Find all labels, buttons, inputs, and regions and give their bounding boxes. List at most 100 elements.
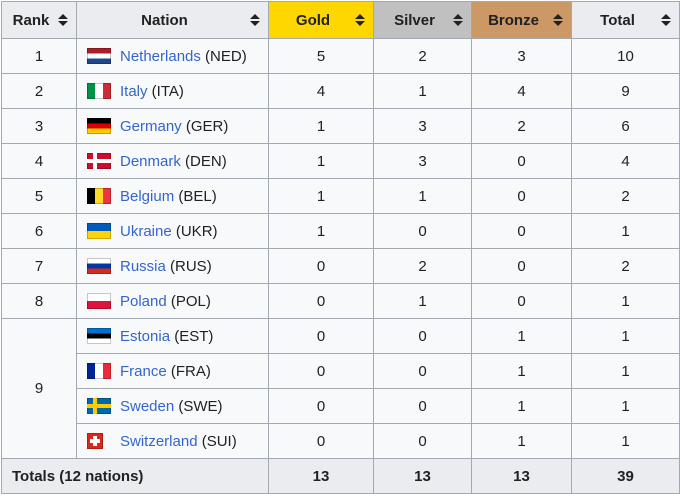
gold-count-cell: 0 [268, 318, 374, 354]
silver-count-cell: 1 [373, 283, 472, 319]
nation-link[interactable]: Belgium [120, 187, 175, 205]
table-row: Switzerland (SUI) 0 0 1 1 [2, 423, 680, 459]
flag-wrap [87, 398, 111, 414]
bronze-count-cell: 2 [471, 108, 572, 144]
table-row: 2 Italy (ITA) 4 1 4 9 [1, 73, 680, 109]
bronze-count-cell: 0 [471, 143, 572, 179]
nation-inner: Denmark (DEN) [87, 153, 268, 170]
column-header-nation[interactable]: Nation [76, 1, 269, 39]
table-row: 9 Estonia (EST) 0 0 1 1 [1, 318, 680, 459]
total-count-cell: 6 [571, 108, 680, 144]
totals-gold: 13 [268, 458, 374, 494]
nation-link[interactable]: Denmark [120, 152, 181, 170]
gold-count-cell: 1 [268, 178, 374, 214]
nation-inner: Poland (POL) [87, 293, 268, 310]
nation-cell: Sweden (SWE) [76, 388, 269, 424]
nation-cell: Italy (ITA) [76, 73, 269, 109]
bronze-count-cell: 1 [471, 318, 572, 354]
belgium-flag-icon [87, 188, 111, 204]
nation-inner: Switzerland (SUI) [87, 433, 268, 450]
nation-link[interactable]: Russia [120, 257, 166, 275]
flag-wrap [87, 223, 111, 239]
totals-row: Totals (12 nations) 13 13 13 39 [1, 458, 680, 494]
total-count-cell: 1 [571, 213, 680, 249]
sort-icon [58, 14, 68, 26]
nation-code: (ITA) [147, 82, 184, 100]
column-label-rank: Rank [12, 11, 50, 29]
rank-cell: 6 [1, 213, 77, 249]
flag-wrap [87, 153, 111, 169]
silver-count-cell: 1 [373, 73, 472, 109]
column-label-silver: Silver [394, 11, 435, 29]
table-row: 6 Ukraine (UKR) 1 0 0 1 [1, 213, 680, 249]
bronze-count-cell: 0 [471, 248, 572, 284]
silver-count-cell: 2 [373, 248, 472, 284]
nation-link[interactable]: Poland [120, 292, 167, 310]
nation-inner: France (FRA) [87, 363, 268, 380]
totals-total: 39 [571, 458, 680, 494]
column-header-rank[interactable]: Rank [1, 1, 77, 39]
nation-link[interactable]: Germany [120, 117, 182, 135]
nation-link[interactable]: Ukraine [120, 222, 172, 240]
nation-inner: Belgium (BEL) [87, 188, 268, 205]
column-header-silver[interactable]: Silver [373, 1, 472, 39]
rank-cell: 8 [1, 283, 77, 319]
rank-cell: 9 [1, 318, 77, 459]
nation-code: (RUS) [165, 257, 212, 275]
estonia-flag-icon [87, 328, 111, 344]
gold-count-cell: 0 [268, 353, 374, 389]
bronze-count-cell: 0 [471, 283, 572, 319]
nation-cell: Russia (RUS) [76, 248, 269, 284]
medal-table-body: 1 Netherlands (NED) 5 2 3 10 2 Italy (ITA) 4 1 4 9 3… [1, 38, 680, 459]
total-count-cell: 1 [571, 283, 680, 319]
silver-count-cell: 0 [373, 388, 472, 424]
column-header-gold[interactable]: Gold [268, 1, 374, 39]
gold-count-cell: 1 [268, 143, 374, 179]
nation-inner: Sweden (SWE) [87, 398, 268, 415]
table-row: 5 Belgium (BEL) 1 1 0 2 [1, 178, 680, 214]
nation-cell: Ukraine (UKR) [76, 213, 269, 249]
flag-wrap [87, 188, 111, 204]
nation-inner: Ukraine (UKR) [87, 223, 268, 240]
nation-cell: France (FRA) [76, 353, 269, 389]
rank-cell: 7 [1, 248, 77, 284]
nation-code: (GER) [181, 117, 229, 135]
silver-count-cell: 0 [373, 318, 472, 354]
nation-inner: Italy (ITA) [87, 83, 268, 100]
nation-link[interactable]: Italy [120, 82, 148, 100]
nation-inner: Russia (RUS) [87, 258, 268, 275]
flag-wrap [87, 328, 111, 344]
rank-cell: 2 [1, 73, 77, 109]
column-header-bronze[interactable]: Bronze [471, 1, 572, 39]
nation-code: (EST) [170, 327, 214, 345]
gold-count-cell: 4 [268, 73, 374, 109]
total-count-cell: 2 [571, 178, 680, 214]
gold-count-cell: 0 [268, 283, 374, 319]
netherlands-flag-icon [87, 48, 111, 64]
flag-wrap [87, 118, 111, 134]
nation-link[interactable]: France [120, 362, 167, 380]
nation-link[interactable]: Switzerland [120, 432, 198, 450]
rank-cell: 4 [1, 143, 77, 179]
table-row: Sweden (SWE) 0 0 1 1 [2, 388, 680, 424]
column-label-bronze: Bronze [488, 11, 539, 29]
nation-code: (DEN) [180, 152, 227, 170]
flag-wrap [87, 363, 111, 379]
silver-count-cell: 0 [373, 213, 472, 249]
table-row: 1 Netherlands (NED) 5 2 3 10 [1, 38, 680, 74]
italy-flag-icon [87, 83, 111, 99]
silver-count-cell: 3 [373, 108, 472, 144]
nation-link[interactable]: Estonia [120, 327, 171, 345]
denmark-flag-icon [87, 153, 111, 169]
flag-wrap [87, 433, 111, 449]
sort-icon [453, 14, 463, 26]
table-row: 3 Germany (GER) 1 3 2 6 [1, 108, 680, 144]
nation-link[interactable]: Sweden [120, 397, 175, 415]
column-header-total[interactable]: Total [571, 1, 680, 39]
sweden-flag-icon [87, 398, 111, 414]
silver-count-cell: 0 [373, 353, 472, 389]
nation-code: (NED) [200, 47, 247, 65]
ukraine-flag-icon [87, 223, 111, 239]
nation-link[interactable]: Netherlands [120, 47, 201, 65]
